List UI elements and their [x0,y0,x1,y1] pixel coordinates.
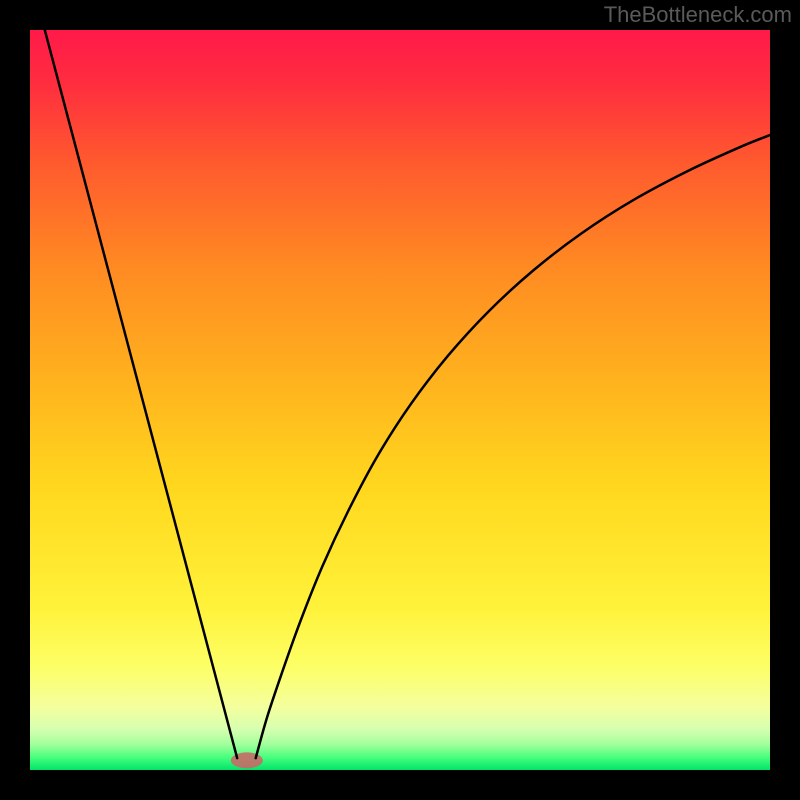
chart-container: TheBottleneck.com [0,0,800,800]
plot-area [30,30,770,770]
gradient-background [30,30,770,770]
chart-svg [30,30,770,770]
watermark-text: TheBottleneck.com [604,2,792,28]
